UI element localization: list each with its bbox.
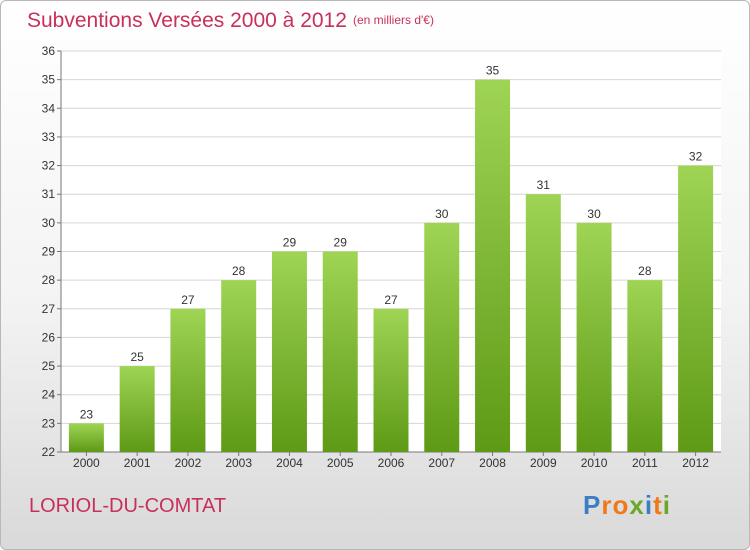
bar [627,280,663,452]
y-tick-label: 23 [42,416,56,430]
logo-letter: P [583,490,602,520]
logo-letter: i [644,490,654,520]
bar [119,366,155,452]
x-tick-label: 2001 [124,456,151,470]
x-tick-label: 2000 [73,456,100,470]
logo-letter: i [662,490,671,520]
logo-letter: r [601,490,613,520]
bar [373,308,409,452]
data-label: 27 [384,293,398,307]
y-tick-label: 28 [42,273,56,287]
y-tick-label: 29 [42,245,56,259]
x-tick-label: 2006 [378,456,405,470]
bar [68,423,104,452]
bar [678,165,714,453]
x-tick-label: 2012 [682,456,709,470]
y-tick-label: 24 [42,388,56,402]
logo-letter: o [612,490,630,520]
data-label: 28 [232,264,246,278]
bar [322,251,358,452]
bar [221,280,257,452]
x-tick-label: 2002 [175,456,202,470]
bar [525,194,561,452]
data-label: 27 [181,293,195,307]
y-tick-label: 27 [42,302,56,316]
data-label: 23 [80,407,94,421]
y-tick-label: 36 [42,44,56,58]
data-label: 35 [486,64,500,78]
data-label: 29 [283,236,297,250]
city-name: LORIOL-DU-COMTAT [29,495,227,517]
y-tick-label: 35 [42,73,56,87]
x-tick-label: 2011 [632,456,658,470]
chart-subtitle: (en milliers d'€) [353,13,434,27]
x-tick-label: 2003 [225,456,252,470]
x-tick-label: 2010 [581,456,608,470]
y-tick-label: 25 [42,359,56,373]
chart-title: Subventions Versées 2000 à 2012 [27,9,347,32]
y-tick-label: 30 [42,216,56,230]
data-label: 25 [130,350,144,364]
y-tick-label: 31 [42,187,56,201]
proxiti-logo: Proxiti [583,490,671,521]
y-tick-label: 32 [42,159,56,173]
data-label: 31 [537,178,551,192]
y-tick-label: 33 [42,130,56,144]
x-tick-label: 2009 [530,456,557,470]
bar [475,79,511,453]
data-label: 29 [334,236,348,250]
data-label: 30 [435,207,449,221]
bar [424,222,460,452]
data-label: 32 [689,150,703,164]
data-label: 30 [587,207,601,221]
y-tick-label: 34 [42,101,56,115]
x-tick-label: 2005 [327,456,354,470]
bar [170,308,206,452]
bar [576,222,612,452]
x-tick-label: 2008 [479,456,506,470]
data-label: 28 [638,264,652,278]
logo-letter: t [653,490,663,520]
bar [271,251,307,452]
logo-letter: x [629,490,645,520]
x-tick-label: 2004 [276,456,303,470]
y-tick-label: 22 [42,445,56,459]
x-tick-label: 2007 [428,456,455,470]
y-tick-label: 26 [42,330,56,344]
